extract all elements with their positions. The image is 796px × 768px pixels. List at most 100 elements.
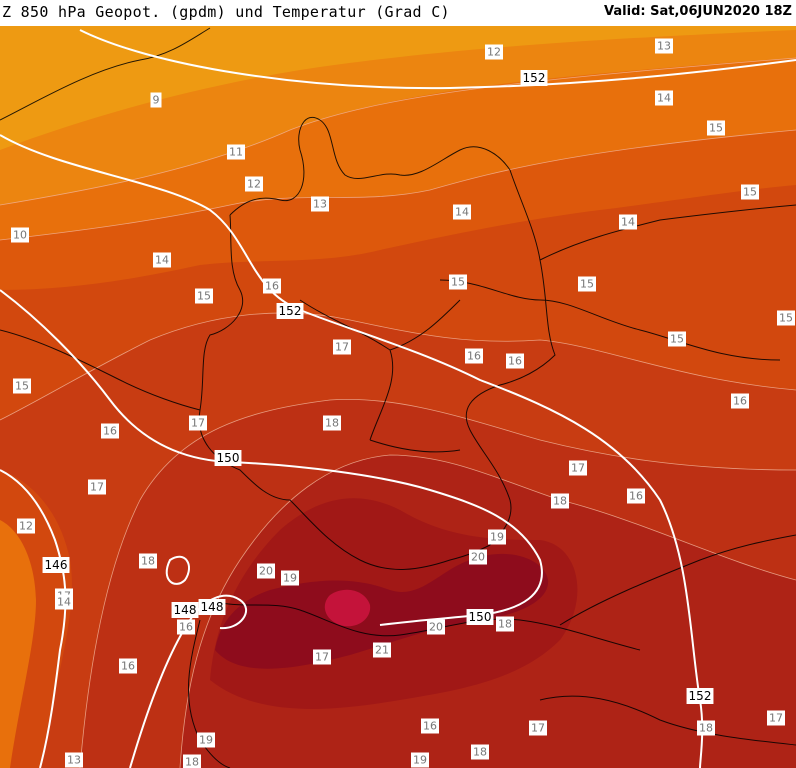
border-state-3: [369, 439, 461, 453]
temperature-label: 16: [421, 718, 439, 734]
temperature-label: 19: [411, 752, 429, 768]
isotherm-lines: [0, 57, 796, 768]
temperature-label-box: [767, 710, 785, 726]
temperature-label: 16: [177, 619, 195, 635]
temperature-label-text: 12: [19, 520, 33, 533]
temperature-label-text: 16: [423, 720, 437, 733]
geopotential-label-text: 150: [469, 610, 492, 624]
temperature-label-text: 15: [451, 276, 465, 289]
temperature-label: 19: [197, 732, 215, 748]
temperature-label: 13: [65, 752, 83, 768]
temperature-label-box: [777, 310, 795, 326]
temperature-label: 9: [150, 92, 162, 108]
temperature-label-text: 18: [699, 722, 713, 735]
temperature-label-text: 16: [467, 350, 481, 363]
temperature-label-text: 19: [199, 734, 213, 747]
temperature-label-box: [333, 339, 351, 355]
temp-zone-20: [215, 553, 549, 669]
temperature-label-text: 14: [455, 206, 469, 219]
border-balkan: [539, 695, 796, 746]
temperature-label-box: [506, 353, 524, 369]
temperature-label-text: 12: [487, 46, 501, 59]
isohypse-152-mid: [0, 134, 704, 768]
temperature-label: 15: [578, 276, 596, 292]
temperature-label: 17: [767, 710, 785, 726]
temperature-label: 18: [139, 553, 157, 569]
temperature-label-box: [697, 720, 715, 736]
temperature-label-box: [529, 720, 547, 736]
temperature-label-text: 17: [769, 712, 783, 725]
temperature-label: 20: [427, 619, 445, 635]
temperature-label-text: 18: [498, 618, 512, 631]
temperature-label-text: 17: [531, 722, 545, 735]
temperature-label: 14: [655, 90, 673, 106]
temperature-label-text: 18: [325, 417, 339, 430]
temperature-label-text: 16: [629, 490, 643, 503]
temperature-label: 12: [17, 518, 35, 534]
geopotential-label-text: 152: [523, 71, 546, 85]
coastline-north: [229, 117, 511, 216]
temperature-label: 15: [741, 184, 759, 200]
temperature-label: 16: [263, 278, 281, 294]
temperature-label: 15: [449, 274, 467, 290]
temperature-label-text: 17: [315, 651, 329, 664]
temperature-label-text: 16: [733, 395, 747, 408]
temperature-label-text: 12: [247, 178, 261, 191]
geopotential-label: 148: [198, 599, 226, 615]
map-title: Z 850 hPa Geopot. (gpdm) und Temperatur …: [2, 3, 450, 21]
temperature-label: 12: [485, 44, 503, 60]
temperature-label: 10: [11, 227, 29, 243]
geopotential-label-box: [686, 688, 714, 704]
geopotential-label: 152: [686, 688, 714, 704]
isohypse-152-north: [79, 29, 796, 90]
temperature-label-box: [469, 549, 487, 565]
temperature-label-box: [11, 227, 29, 243]
temperature-label-box: [153, 252, 171, 268]
border-alps: [209, 599, 641, 651]
temperature-label: 15: [668, 331, 686, 347]
temperature-label-box: [707, 120, 725, 136]
geopotential-label-box: [466, 609, 494, 625]
border-fr: [0, 329, 201, 411]
temperature-label-text: 9: [153, 94, 160, 107]
temperature-label: 14: [619, 214, 637, 230]
temperature-label-text: 15: [709, 122, 723, 135]
border-it: [187, 619, 231, 768]
temperature-label-text: 17: [191, 417, 205, 430]
temperature-label: 17: [333, 339, 351, 355]
geopotential-label: 150: [214, 450, 242, 466]
temperature-label-text: 15: [197, 290, 211, 303]
temperature-label-box: [569, 460, 587, 476]
temperature-label-box: [373, 642, 391, 658]
temperature-label-text: 21: [375, 644, 389, 657]
temperature-label-box: [496, 616, 514, 632]
temperature-label-text: 18: [185, 756, 199, 768]
temperature-label-box: [411, 752, 429, 768]
temperature-label-box: [485, 44, 503, 60]
temperature-label-text: 20: [259, 565, 273, 578]
temperature-label: 19: [488, 529, 506, 545]
temperature-label: 20: [257, 563, 275, 579]
temperature-label: 15: [707, 120, 725, 136]
temperature-label-text: 14: [621, 216, 635, 229]
temperature-label: 16: [627, 488, 645, 504]
temperature-label-box: [313, 649, 331, 665]
temperature-label-text: 16: [508, 355, 522, 368]
temperature-label-text: 18: [473, 746, 487, 759]
temperature-label: 18: [496, 616, 514, 632]
temperature-label-box: [551, 493, 569, 509]
temperature-label-text: 14: [57, 596, 71, 609]
temperature-label: 16: [119, 658, 137, 674]
temperature-label: 15: [13, 378, 31, 394]
temperature-label: 18: [183, 754, 201, 768]
temperature-label: 14: [153, 252, 171, 268]
temperature-label-box: [311, 196, 329, 212]
temperature-label-text: 19: [283, 572, 297, 585]
geopotential-label-box: [198, 599, 226, 615]
temperature-label-box: [197, 732, 215, 748]
geopotential-label: 152: [276, 303, 304, 319]
temperature-label-box: [449, 274, 467, 290]
temperature-label-text: 15: [743, 186, 757, 199]
temperature-label-text: 20: [471, 551, 485, 564]
temperature-label: 14: [55, 594, 73, 610]
